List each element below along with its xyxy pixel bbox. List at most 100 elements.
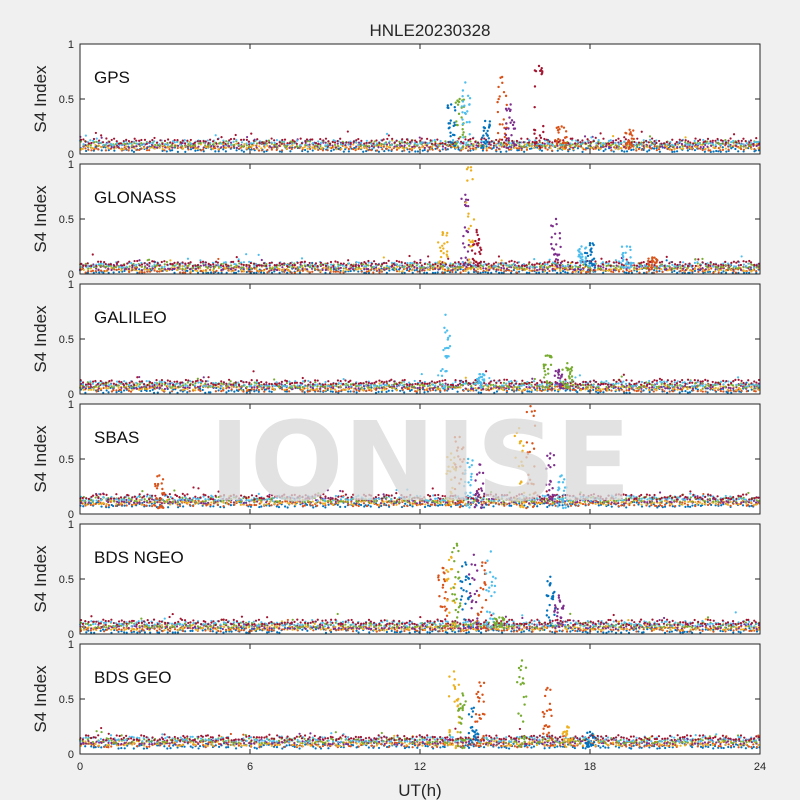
- scatter-point: [230, 146, 233, 149]
- scatter-point: [370, 149, 373, 152]
- scatter-point: [439, 142, 442, 145]
- scatter-point: [196, 147, 200, 150]
- scatter-point: [594, 146, 597, 149]
- scatter-point: [155, 264, 159, 267]
- scatter-point: [127, 142, 130, 146]
- scatter-point: [556, 261, 559, 264]
- scatter-point: [400, 141, 404, 144]
- scatter-point: [645, 139, 648, 143]
- scatter-point: [529, 269, 532, 272]
- scatter-point: [397, 147, 401, 150]
- scatter-point: [647, 141, 650, 144]
- scatter-point: [522, 145, 526, 148]
- scatter-point: [697, 270, 700, 273]
- scatter-point: [156, 262, 159, 265]
- scatter-point: [271, 267, 274, 270]
- scatter-point: [753, 148, 756, 151]
- scatter-point: [357, 141, 361, 144]
- spike-point: [505, 103, 508, 107]
- scatter-point: [714, 139, 717, 142]
- scatter-point: [658, 150, 661, 153]
- scatter-point: [640, 390, 643, 393]
- scatter-point: [668, 147, 671, 150]
- spike-point: [584, 257, 588, 260]
- scatter-point: [286, 142, 289, 145]
- scatter-point: [572, 146, 575, 149]
- scatter-point: [686, 146, 689, 149]
- scatter-point: [675, 140, 678, 144]
- spike-point: [468, 121, 471, 124]
- scatter-point: [140, 265, 144, 268]
- scatter-point: [494, 264, 497, 268]
- scatter-point: [424, 141, 427, 144]
- scatter-point: [230, 388, 233, 391]
- scatter-point: [253, 262, 256, 265]
- scatter-point: [750, 147, 753, 150]
- scatter-point: [87, 145, 90, 148]
- scatter-point: [615, 389, 618, 392]
- scatter-point: [238, 388, 241, 391]
- scatter-point: [135, 145, 138, 148]
- scatter-point: [115, 140, 118, 143]
- scatter-point: [363, 268, 366, 271]
- spike-point: [467, 238, 471, 242]
- scatter-point: [548, 140, 551, 143]
- spike-point: [488, 120, 492, 123]
- scatter-point: [214, 147, 217, 150]
- scatter-point: [671, 263, 674, 266]
- scatter-point: [486, 271, 490, 274]
- scatter-point: [164, 268, 167, 271]
- scatter-point: [724, 141, 728, 144]
- scatter-point: [382, 138, 385, 141]
- scatter-point: [253, 264, 256, 267]
- spike-point: [564, 142, 568, 145]
- scatter-point: [357, 264, 361, 268]
- scatter-point: [459, 271, 462, 274]
- scatter-point: [107, 267, 110, 270]
- scatter-point: [583, 135, 587, 138]
- scatter-point: [260, 149, 264, 152]
- scatter-point: [732, 390, 736, 393]
- scatter-point: [209, 138, 212, 141]
- scatter-point: [95, 137, 98, 140]
- scatter-point: [240, 266, 243, 269]
- spike-point: [471, 239, 474, 242]
- spike-peak: [554, 217, 558, 221]
- scatter-point: [620, 388, 623, 391]
- scatter-point: [263, 146, 266, 149]
- scatter-point: [319, 144, 322, 148]
- scatter-point: [360, 270, 363, 273]
- scatter-point: [541, 270, 544, 273]
- spike-point: [456, 123, 459, 127]
- spike-point: [463, 246, 466, 249]
- scatter-point: [599, 389, 602, 393]
- scatter-point: [577, 145, 580, 148]
- scatter-point: [143, 138, 147, 141]
- scatter-point: [268, 390, 271, 393]
- scatter-point: [229, 141, 233, 144]
- scatter-point: [278, 150, 282, 153]
- scatter-point: [436, 271, 439, 274]
- scatter-point: [87, 386, 90, 389]
- spike-point: [538, 134, 542, 137]
- scatter-point: [719, 265, 723, 268]
- scatter-point: [181, 145, 184, 148]
- scatter-point: [296, 267, 299, 270]
- scatter-point: [721, 146, 724, 149]
- scatter-point: [533, 269, 536, 272]
- spike-point: [482, 129, 485, 132]
- scatter-point: [735, 261, 738, 264]
- scatter-point: [564, 271, 567, 274]
- scatter-point: [242, 270, 245, 273]
- scatter-point: [581, 139, 584, 142]
- scatter-point: [461, 266, 464, 269]
- y-axis-label: S4 Index: [31, 185, 50, 253]
- scatter-point: [87, 267, 90, 270]
- scatter-point: [381, 148, 384, 151]
- scatter-point: [120, 390, 123, 394]
- scatter-point: [556, 385, 559, 388]
- spike-point: [472, 218, 476, 221]
- scatter-point: [439, 389, 442, 392]
- scatter-point: [642, 141, 645, 144]
- scatter-point: [510, 146, 513, 149]
